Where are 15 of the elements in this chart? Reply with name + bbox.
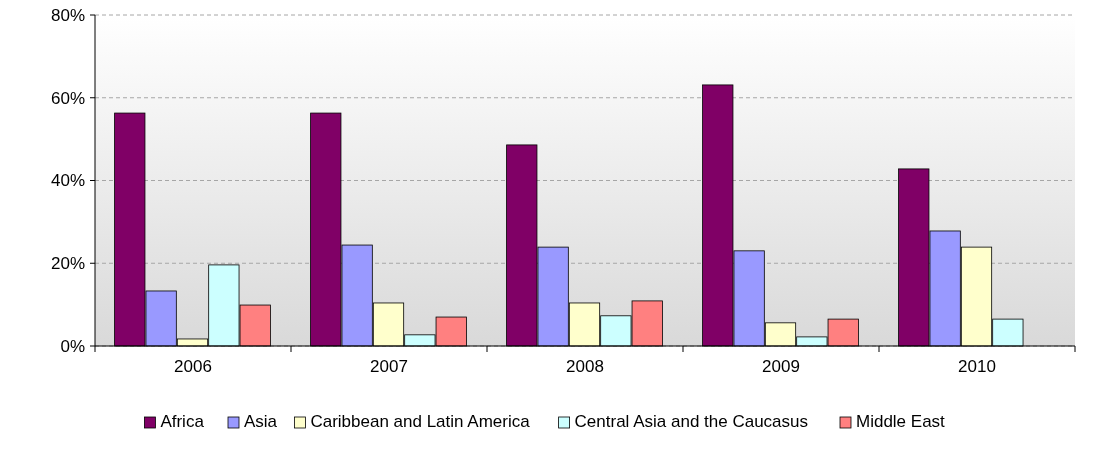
y-tick-label: 20% bbox=[50, 254, 85, 274]
x-tick-label: 2007 bbox=[370, 357, 408, 376]
y-tick-label: 0% bbox=[60, 336, 85, 356]
y-tick-label: 80% bbox=[50, 5, 85, 25]
legend-label: Africa bbox=[160, 412, 205, 431]
y-tick-label: 60% bbox=[50, 88, 85, 108]
legend-label: Central Asia and the Caucasus bbox=[574, 412, 809, 431]
y-tick-label: 40% bbox=[50, 171, 85, 191]
x-tick-label: 2006 bbox=[174, 357, 212, 376]
legend-label: Asia bbox=[244, 412, 278, 431]
x-tick-label: 2009 bbox=[762, 357, 800, 376]
legend-label: Middle East bbox=[856, 412, 946, 431]
x-tick-label: 2010 bbox=[958, 357, 996, 376]
x-tick-label: 2008 bbox=[566, 357, 604, 376]
legend-label: Caribbean and Latin America bbox=[310, 412, 531, 431]
